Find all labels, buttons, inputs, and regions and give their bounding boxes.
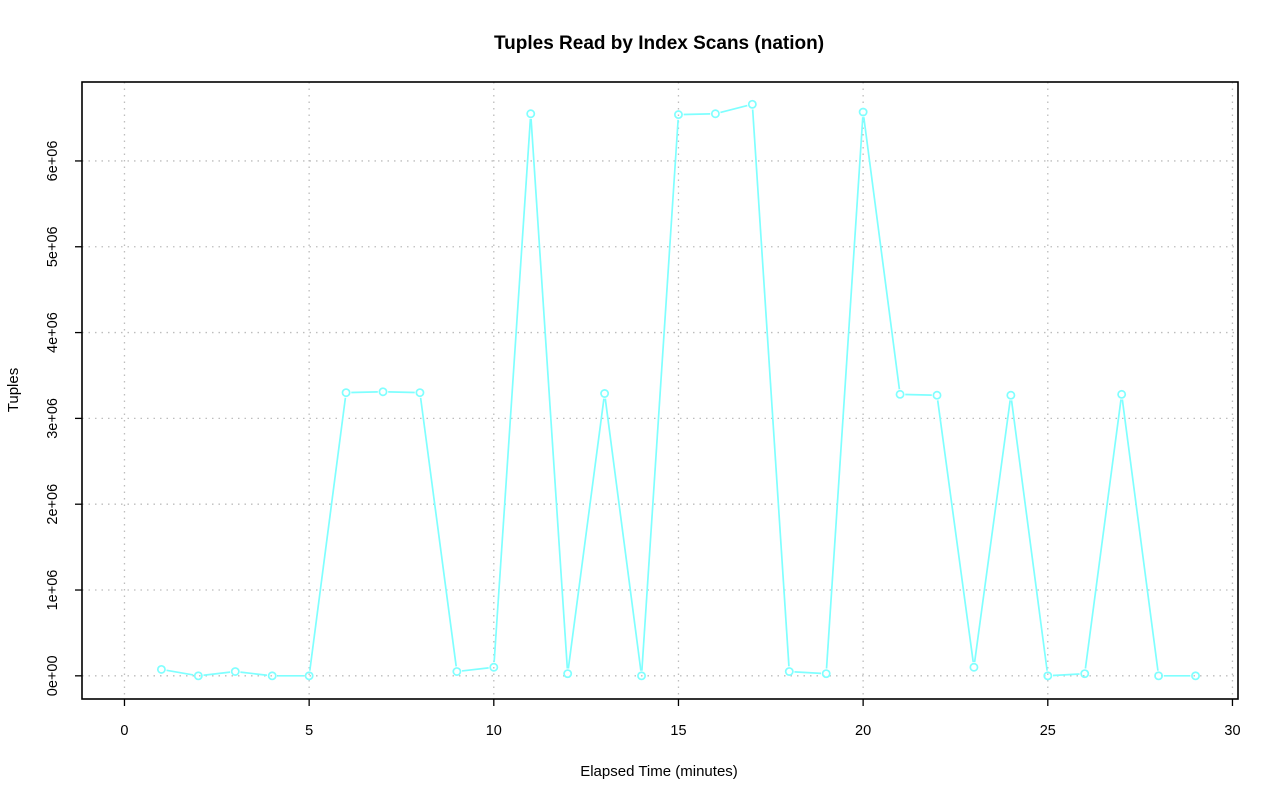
data-point bbox=[674, 110, 683, 120]
data-point bbox=[526, 109, 536, 119]
x-tick-label: 30 bbox=[1224, 723, 1240, 739]
series-line-segment bbox=[1052, 673, 1080, 677]
grid bbox=[82, 82, 1238, 699]
series-line-segment bbox=[567, 398, 605, 669]
series-line-segment bbox=[1121, 399, 1159, 671]
x-tick-label: 0 bbox=[120, 723, 128, 739]
series-line-segment bbox=[862, 117, 901, 390]
data-point bbox=[341, 388, 351, 398]
data-point bbox=[156, 664, 166, 674]
x-axis: 0 5 10 15 20 25 30 bbox=[120, 699, 1241, 739]
data-point bbox=[969, 662, 979, 672]
data-point bbox=[193, 671, 203, 681]
data-point bbox=[267, 671, 277, 681]
series-line-segment bbox=[641, 119, 679, 671]
series-line-segment bbox=[936, 400, 975, 663]
series-line-segment bbox=[308, 397, 347, 671]
series-line-segment bbox=[166, 669, 194, 676]
data-point bbox=[600, 389, 610, 398]
data-point bbox=[1080, 669, 1090, 679]
data-point bbox=[1191, 671, 1200, 681]
data-point bbox=[637, 671, 646, 681]
series-line-segment bbox=[240, 671, 268, 677]
series-line-segment bbox=[604, 398, 642, 671]
plot-frame bbox=[81, 81, 1239, 700]
data-point bbox=[230, 667, 240, 676]
x-tick-label: 20 bbox=[855, 723, 871, 739]
series-layer bbox=[156, 99, 1200, 681]
data-point bbox=[452, 667, 462, 676]
series-line-segment bbox=[419, 397, 458, 667]
data-point bbox=[304, 671, 314, 681]
series-line-segment bbox=[203, 671, 231, 677]
data-point bbox=[1043, 671, 1053, 681]
series-0 bbox=[156, 99, 1200, 681]
data-point bbox=[563, 669, 573, 679]
data-point bbox=[858, 107, 868, 117]
y-tick-label: 2e+06 bbox=[45, 484, 61, 525]
x-tick-label: 15 bbox=[670, 723, 686, 739]
data-point bbox=[747, 99, 757, 109]
series-line-segment bbox=[1010, 400, 1048, 671]
series-line-segment bbox=[493, 118, 532, 663]
series-line-segment bbox=[351, 391, 378, 394]
data-point bbox=[1006, 390, 1016, 400]
x-tick-label: 10 bbox=[486, 723, 502, 739]
y-tick-label: 3e+06 bbox=[45, 398, 61, 439]
y-axis: 0e+00 1e+06 2e+06 3e+06 4e+06 5e+06 6e+06 bbox=[45, 141, 82, 696]
series-line-segment bbox=[794, 670, 822, 675]
data-point bbox=[1117, 389, 1127, 399]
series-line-segment bbox=[683, 113, 711, 116]
data-point bbox=[1154, 671, 1164, 681]
data-point bbox=[932, 390, 942, 400]
data-point bbox=[784, 667, 794, 676]
y-tick-label: 4e+06 bbox=[45, 312, 61, 353]
data-point bbox=[895, 389, 905, 399]
y-axis-label: Tuples bbox=[5, 368, 22, 412]
data-point bbox=[489, 662, 499, 672]
y-tick-label: 1e+06 bbox=[45, 570, 61, 611]
x-axis-label: Elapsed Time (minutes) bbox=[580, 763, 738, 780]
series-line-segment bbox=[973, 400, 1012, 663]
x-tick-label: 25 bbox=[1040, 723, 1056, 739]
series-line-segment bbox=[720, 104, 748, 114]
data-point bbox=[710, 109, 720, 119]
series-line-segment bbox=[388, 391, 415, 394]
data-point bbox=[415, 388, 425, 398]
y-tick-label: 5e+06 bbox=[45, 226, 61, 267]
y-tick-label: 6e+06 bbox=[45, 141, 61, 182]
series-line-segment bbox=[461, 667, 489, 672]
y-tick-label: 0e+00 bbox=[45, 655, 61, 696]
data-point bbox=[821, 669, 831, 679]
series-line-segment bbox=[905, 393, 932, 396]
x-tick-label: 5 bbox=[305, 723, 313, 739]
series-line-segment bbox=[530, 118, 569, 669]
series-line-segment bbox=[751, 109, 790, 667]
series-line-segment bbox=[825, 117, 864, 669]
series-line-segment bbox=[1084, 399, 1122, 669]
chart-title: Tuples Read by Index Scans (nation) bbox=[494, 33, 824, 54]
data-point bbox=[378, 387, 388, 397]
